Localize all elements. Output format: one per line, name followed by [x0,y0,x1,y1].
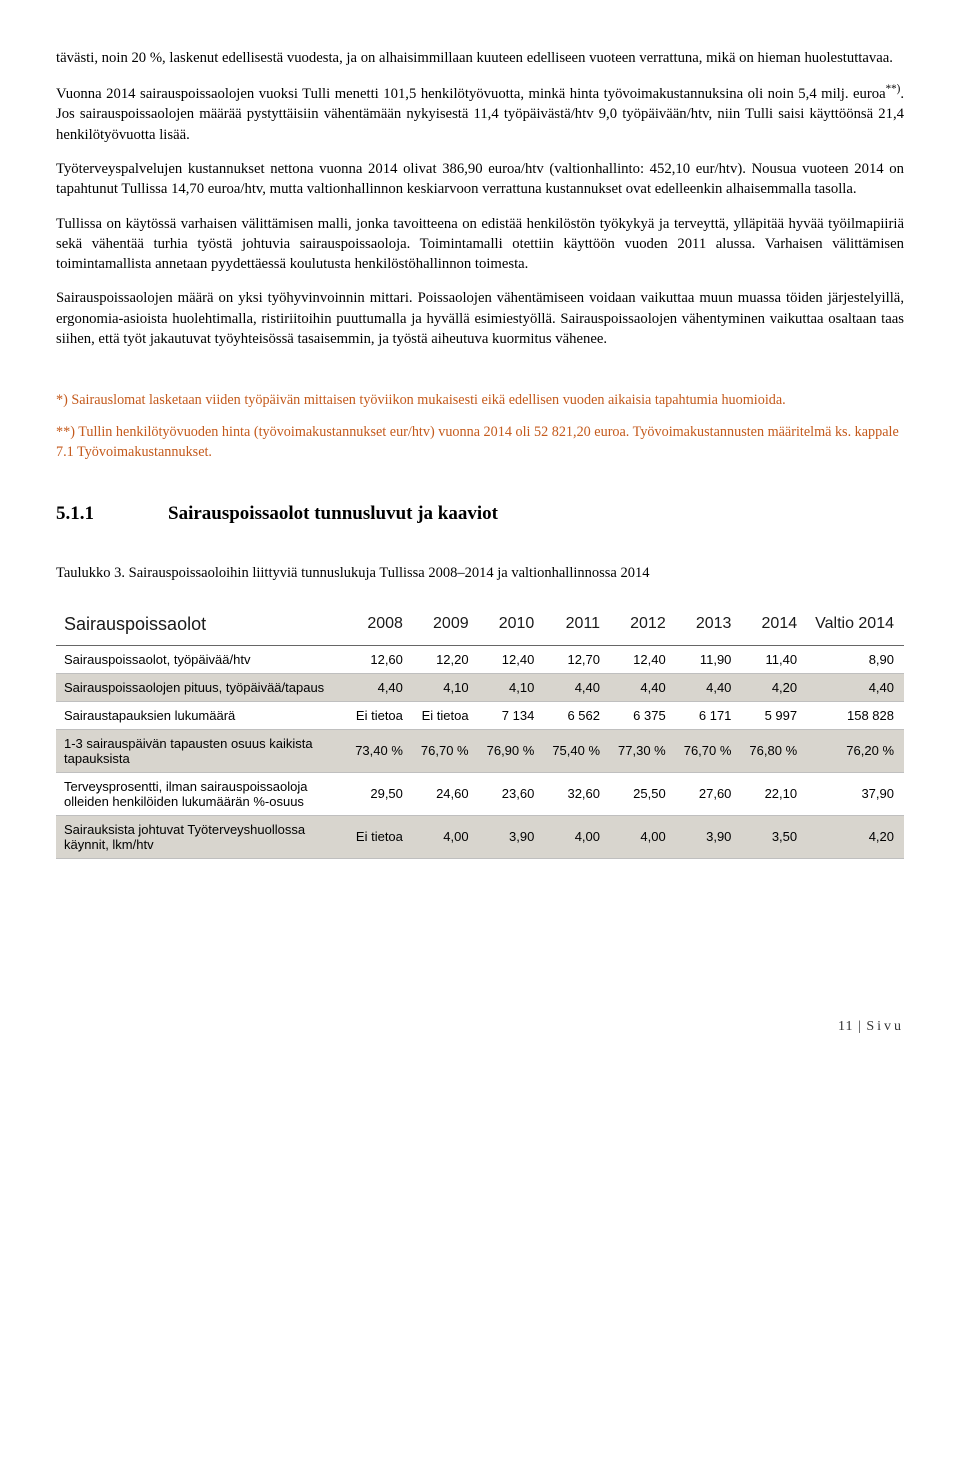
cell: 4,40 [676,673,742,701]
table-header-row: Sairauspoissaolot 2008 2009 2010 2011 20… [56,604,904,646]
table-body: Sairauspoissaolot, työpäivää/htv12,6012,… [56,645,904,858]
col-2009: 2009 [413,604,479,646]
table-row: Sairaustapauksien lukumääräEi tietoaEi t… [56,701,904,729]
cell: 4,10 [413,673,479,701]
cell: 3,90 [676,815,742,858]
cell: 23,60 [479,772,545,815]
cell: 5 997 [741,701,807,729]
row-label: Sairaustapauksien lukumäärä [56,701,347,729]
cell: 22,10 [741,772,807,815]
cell: 4,00 [610,815,676,858]
cell: 12,40 [610,645,676,673]
cell: 3,50 [741,815,807,858]
cell: 11,90 [676,645,742,673]
table-row: Terveysprosentti, ilman sairauspoissaolo… [56,772,904,815]
cell: 158 828 [807,701,904,729]
cell: 4,00 [413,815,479,858]
cell: 29,50 [347,772,413,815]
section-number: 5.1.1 [56,503,168,525]
table-row: Sairauspoissaolot, työpäivää/htv12,6012,… [56,645,904,673]
cell: 76,90 % [479,729,545,772]
cell: 4,10 [479,673,545,701]
table-row: 1-3 sairauspäivän tapausten osuus kaikis… [56,729,904,772]
cell: 8,90 [807,645,904,673]
cell: 3,90 [479,815,545,858]
cell: 4,20 [807,815,904,858]
row-label: Sairauksista johtuvat Työterveyshuolloss… [56,815,347,858]
row-label: 1-3 sairauspäivän tapausten osuus kaikis… [56,729,347,772]
col-2008: 2008 [347,604,413,646]
col-2013: 2013 [676,604,742,646]
paragraph-4: Tullissa on käytössä varhaisen välittämi… [56,214,904,275]
cell: 4,00 [544,815,610,858]
cell: 76,20 % [807,729,904,772]
col-valtio-2014: Valtio 2014 [807,604,904,646]
cell: 24,60 [413,772,479,815]
cell: 37,90 [807,772,904,815]
row-label: Sairauspoissaolot, työpäivää/htv [56,645,347,673]
cell: 4,20 [741,673,807,701]
cell: 32,60 [544,772,610,815]
cell: 6 562 [544,701,610,729]
cell: 12,70 [544,645,610,673]
cell: Ei tietoa [347,701,413,729]
cell: 4,40 [544,673,610,701]
cell: 6 375 [610,701,676,729]
cell: 77,30 % [610,729,676,772]
page-number: 11 [838,1019,853,1034]
paragraph-2a: Vuonna 2014 sairauspoissaolojen vuoksi T… [56,86,886,102]
row-label: Sairauspoissaolojen pituus, työpäivää/ta… [56,673,347,701]
row-label: Terveysprosentti, ilman sairauspoissaolo… [56,772,347,815]
cell: 76,70 % [676,729,742,772]
cell: 25,50 [610,772,676,815]
cell: 4,40 [610,673,676,701]
section-heading: 5.1.1 Sairauspoissaolot tunnusluvut ja k… [56,503,904,525]
cell: 4,40 [807,673,904,701]
cell: 12,40 [479,645,545,673]
table-title-cell: Sairauspoissaolot [56,604,347,646]
cell: 76,70 % [413,729,479,772]
table-caption: Taulukko 3. Sairauspoissaoloihin liittyv… [56,565,904,582]
cell: 27,60 [676,772,742,815]
sairauspoissaolot-table: Sairauspoissaolot 2008 2009 2010 2011 20… [56,604,904,859]
cell: 11,40 [741,645,807,673]
paragraph-3: Työterveyspalvelujen kustannukset netton… [56,159,904,200]
cell: 12,20 [413,645,479,673]
section-title: Sairauspoissaolot tunnusluvut ja kaaviot [168,503,498,525]
col-2011: 2011 [544,604,610,646]
cell: 76,80 % [741,729,807,772]
footnote-1: *) Sairauslomat lasketaan viiden työpäiv… [56,391,904,411]
cell: 4,40 [347,673,413,701]
page-label: Sivu [866,1019,904,1034]
cell: 6 171 [676,701,742,729]
cell: 7 134 [479,701,545,729]
cell: 12,60 [347,645,413,673]
cell: Ei tietoa [413,701,479,729]
table-row: Sairauksista johtuvat Työterveyshuolloss… [56,815,904,858]
paragraph-5: Sairauspoissaolojen määrä on yksi työhyv… [56,288,904,349]
table-row: Sairauspoissaolojen pituus, työpäivää/ta… [56,673,904,701]
footnote-marker: **) [886,83,901,95]
cell: Ei tietoa [347,815,413,858]
col-2014: 2014 [741,604,807,646]
col-2012: 2012 [610,604,676,646]
paragraph-1: tävästi, noin 20 %, laskenut edellisestä… [56,48,904,68]
page-footer: 11 | Sivu [56,1019,904,1035]
footnote-2: **) Tullin henkilötyövuoden hinta (työvo… [56,423,904,463]
cell: 75,40 % [544,729,610,772]
col-2010: 2010 [479,604,545,646]
cell: 73,40 % [347,729,413,772]
paragraph-2: Vuonna 2014 sairauspoissaolojen vuoksi T… [56,82,904,145]
